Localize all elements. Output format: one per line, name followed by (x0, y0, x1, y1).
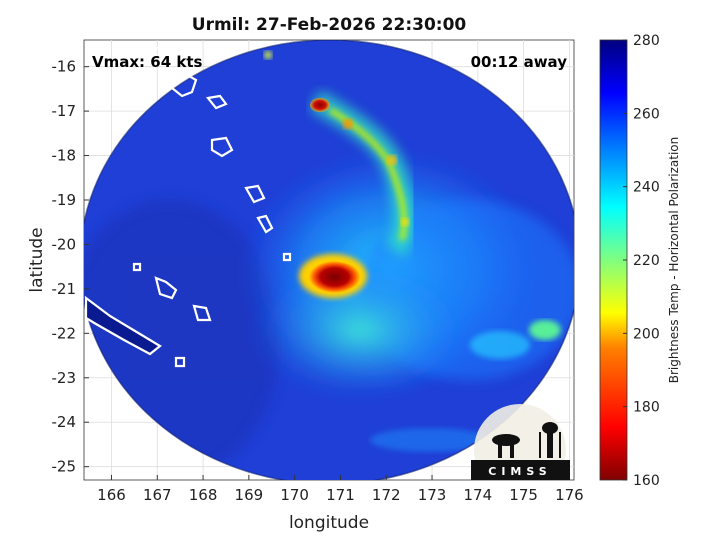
x-tick-label: 168 (189, 486, 218, 504)
colorbar-gradient (599, 39, 628, 481)
x-tick-label: 172 (372, 486, 401, 504)
colorbar-tick-label: 220 (633, 253, 660, 269)
x-tick-label: 176 (555, 486, 584, 504)
y-axis-ticks: -16 -17 -18 -19 -20 -21 -22 -23 -24 -25 (52, 58, 89, 476)
colorbar-tick-label: 180 (633, 400, 660, 416)
y-axis-label: latitude (27, 227, 47, 292)
y-tick-label: -20 (52, 235, 77, 253)
figure-title: Urmil: 27-Feb-2026 22:30:00 (192, 15, 467, 35)
x-tick-label: 174 (464, 486, 493, 504)
logo-text: CIMSS (488, 465, 551, 478)
x-axis-label: longitude (289, 513, 369, 533)
colorbar-tick-label: 260 (633, 106, 660, 122)
x-tick-label: 175 (509, 486, 538, 504)
vmax-annotation: Vmax: 64 kts (92, 53, 202, 71)
y-tick-label: -22 (52, 324, 77, 342)
colorbar-tick-label: 280 (633, 33, 660, 49)
y-tick-label: -17 (52, 102, 77, 120)
x-tick-label: 173 (418, 486, 447, 504)
coastlines (84, 41, 292, 368)
colorbar: 280 260 240 220 200 180 160 Brightness Temp - … (599, 33, 681, 489)
x-tick-label: 171 (326, 486, 355, 504)
y-tick-label: -18 (52, 147, 77, 165)
y-tick-label: -16 (52, 58, 77, 76)
microwave-imagery (84, 40, 574, 480)
colorbar-tick-label: 160 (633, 473, 660, 489)
colorbar-tick-label: 200 (633, 326, 660, 342)
x-axis-ticks: 166 167 168 169 170 171 172 173 174 175 176 (97, 475, 584, 504)
y-tick-label: -24 (52, 413, 77, 431)
x-tick-label: 170 (280, 486, 309, 504)
y-tick-label: -21 (52, 280, 77, 298)
y-tick-label: -25 (52, 458, 77, 476)
cimss-logo: CIMSS (471, 404, 570, 480)
y-tick-label: -23 (52, 369, 77, 387)
x-tick-label: 167 (143, 486, 172, 504)
x-tick-label: 169 (235, 486, 264, 504)
x-tick-label: 166 (97, 486, 126, 504)
colorbar-label: Brightness Temp - Horizontal Polarizatio… (667, 137, 681, 384)
y-tick-label: -19 (52, 191, 77, 209)
colorbar-tick-label: 240 (633, 180, 660, 196)
time-away-annotation: 00:12 away (471, 53, 568, 71)
colorbar-ticks: 280 260 240 220 200 180 160 (623, 33, 660, 489)
